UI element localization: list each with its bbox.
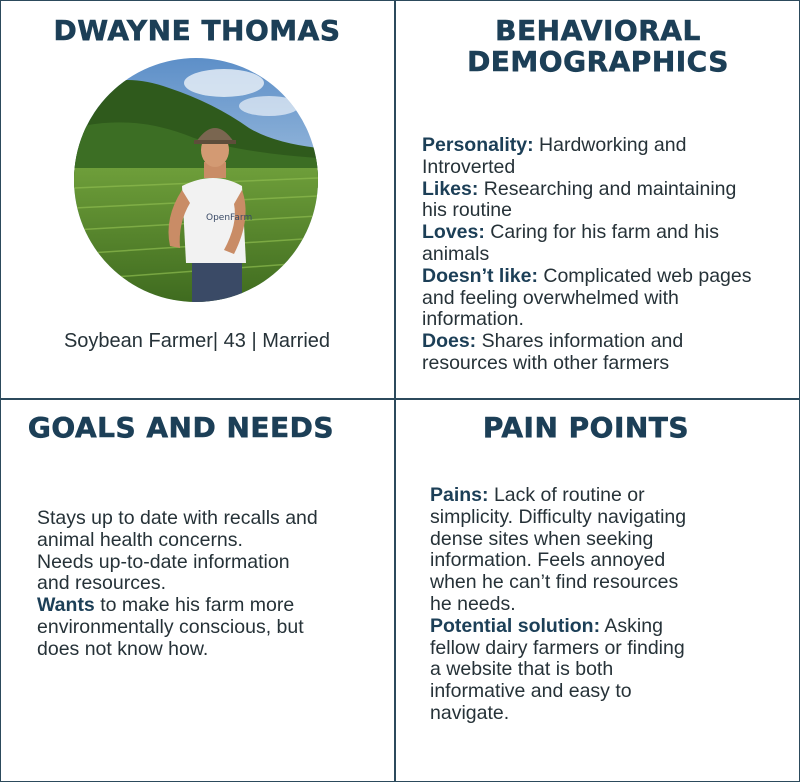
persona-caption: Soybean Farmer| 43 | Married xyxy=(63,330,331,352)
horizontal-divider xyxy=(0,398,800,400)
pain-points-body: Pains: Lack of routine or simplicity. Dif… xyxy=(430,484,687,725)
goals-text: does not know how. xyxy=(37,637,209,660)
goals-text: Needs up-to-date information xyxy=(37,550,290,573)
behavioral-line: Loves: Caring for his farm and his xyxy=(422,221,752,244)
behavioral-line: Personality: Hardworking and xyxy=(422,134,752,157)
pain-points-text: he needs. xyxy=(430,592,516,615)
behavioral-label: Doesn’t like: xyxy=(422,264,538,287)
behavioral-line: Does: Shares information and xyxy=(422,330,752,353)
behavioral-line: Introverted xyxy=(422,155,752,179)
behavioral-text: Complicated web pages xyxy=(537,264,752,287)
behavioral-line: information. xyxy=(422,308,752,331)
pain-points-text: informative and easy to xyxy=(430,680,632,703)
persona-name: DWAYNE THOMAS xyxy=(53,14,341,47)
pain-points-line: simplicity. Difficulty navigating xyxy=(430,505,687,529)
pain-points-line: information. Feels annoyed xyxy=(430,549,686,572)
farmer-photo-icon: OpenFarm xyxy=(74,58,318,302)
pain-points-line: Pains: Lack of routine or xyxy=(430,484,686,507)
behavioral-label: Does: xyxy=(422,330,477,353)
behavioral-text: Researching and maintaining xyxy=(478,177,737,200)
behavioral-text: information. xyxy=(422,308,524,331)
goals-line: animal health concerns. xyxy=(37,528,318,552)
pain-points-text: dense sites when seeking xyxy=(430,527,654,550)
goals-text: environmentally conscious, but xyxy=(37,615,304,638)
goals-line: Needs up-to-date information xyxy=(37,550,318,574)
pain-points-line: dense sites when seeking xyxy=(430,527,686,551)
pain-points-text: information. Feels annoyed xyxy=(430,549,666,572)
pain-points-text: when he can’t find resources xyxy=(430,571,679,594)
pain-points-line: fellow dairy farmers or finding xyxy=(430,636,686,660)
behavioral-title-line1: BEHAVIORAL xyxy=(495,14,701,47)
behavioral-text: Introverted xyxy=(422,155,516,178)
behavioral-line: Doesn’t like: Complicated web pages xyxy=(422,264,752,288)
behavioral-body: Personality: Hardworking and Introverted L… xyxy=(422,134,752,375)
vertical-divider xyxy=(394,0,396,782)
pain-points-text: Lack of routine or xyxy=(488,484,645,506)
behavioral-text: Shares information and xyxy=(476,330,684,353)
pain-points-title: PAIN POINTS xyxy=(482,411,690,444)
pain-points-line: he needs. xyxy=(430,592,686,616)
behavioral-text: animals xyxy=(422,242,490,265)
pain-points-text: fellow dairy farmers or finding xyxy=(430,636,685,659)
goals-text: and resources. xyxy=(37,572,166,595)
goals-body: Stays up to date with recalls and animal … xyxy=(37,507,318,661)
behavioral-label: Loves: xyxy=(422,221,485,244)
svg-text:OpenFarm: OpenFarm xyxy=(206,213,252,223)
pain-points-text: a website that is both xyxy=(430,658,614,681)
pain-points-line: Potential solution: Asking xyxy=(430,614,686,638)
goals-line: Stays up to date with recalls and xyxy=(37,507,318,530)
pain-points-text: Asking xyxy=(600,614,663,637)
pain-points-text: navigate. xyxy=(430,701,510,724)
pain-points-line: a website that is both xyxy=(430,658,686,681)
pain-points-line: when he can’t find resources xyxy=(430,571,686,594)
goals-text: to make his farm more xyxy=(94,594,295,617)
pain-points-line: navigate. xyxy=(430,701,686,725)
pain-points-label: Potential solution: xyxy=(430,614,601,637)
behavioral-title: BEHAVIORAL DEMOGRAPHICS xyxy=(396,14,800,78)
goals-title: GOALS AND NEEDS xyxy=(27,411,335,444)
behavioral-line: and feeling overwhelmed with xyxy=(422,286,752,310)
behavioral-line: resources with other farmers xyxy=(422,351,752,375)
behavioral-line: animals xyxy=(422,242,752,266)
behavioral-text: Caring for his farm and his xyxy=(484,221,719,244)
goals-line: and resources. xyxy=(37,572,318,595)
pain-points-label: Pains: xyxy=(430,484,489,506)
goals-line: environmentally conscious, but xyxy=(37,615,318,639)
goals-text: animal health concerns. xyxy=(37,528,243,551)
behavioral-text: and feeling overwhelmed with xyxy=(422,286,679,309)
behavioral-text: resources with other farmers xyxy=(422,351,670,374)
behavioral-text: his routine xyxy=(422,199,512,222)
pain-points-text: simplicity. Difficulty navigating xyxy=(430,505,687,528)
behavioral-label: Likes: xyxy=(422,177,479,200)
goals-text: Stays up to date with recalls and xyxy=(37,507,318,529)
behavioral-title-line2: DEMOGRAPHICS xyxy=(467,45,729,78)
behavioral-line: his routine xyxy=(422,199,752,222)
goals-line: Wants to make his farm more xyxy=(37,594,318,617)
goals-label: Wants xyxy=(37,594,95,617)
behavioral-label: Personality: xyxy=(422,134,534,156)
farmer-photo: OpenFarm xyxy=(74,58,318,302)
behavioral-text: Hardworking and xyxy=(533,134,687,156)
behavioral-line: Likes: Researching and maintaining xyxy=(422,177,752,201)
pain-points-line: informative and easy to xyxy=(430,680,686,703)
goals-line: does not know how. xyxy=(37,637,318,661)
